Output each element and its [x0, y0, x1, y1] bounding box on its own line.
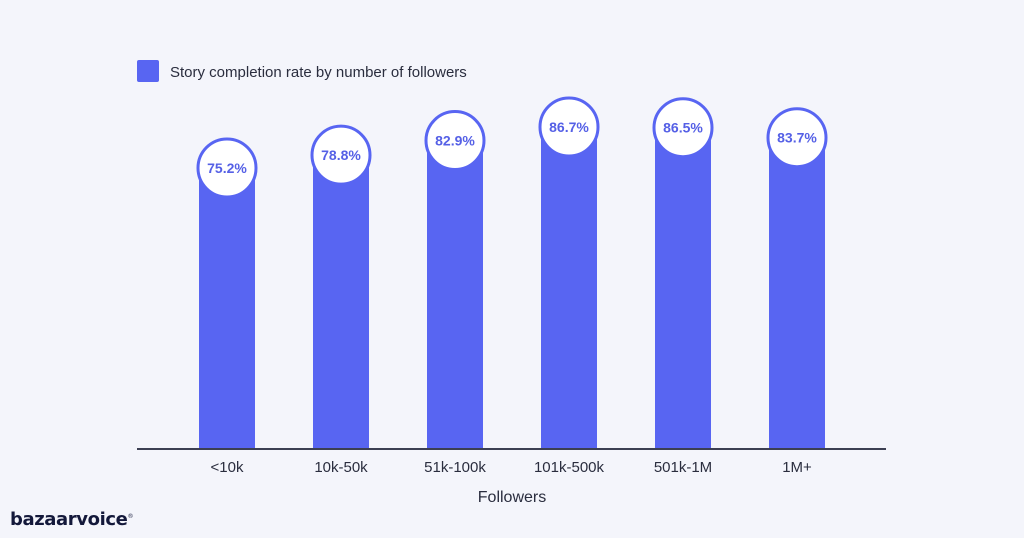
value-label-bubble	[766, 107, 828, 169]
data-label: 86.5%	[663, 120, 703, 136]
bar	[541, 127, 597, 448]
value-label-bubble	[310, 124, 372, 186]
x-tick-label: 501k-1M	[654, 459, 712, 476]
bazaarvoice-logo: bazaarvoice®	[10, 509, 133, 530]
logo-trademark: ®	[127, 513, 134, 520]
x-tick-label: 10k-50k	[314, 459, 368, 476]
legend-swatch	[137, 60, 159, 82]
value-label-bubble	[538, 96, 600, 158]
x-axis-title: Followers	[478, 489, 546, 506]
x-tick-labels: <10k 10k-50k 51k-100k 101k-500k 501k-1M 1M+	[211, 459, 813, 476]
legend-label: Story completion rate by number of follo…	[170, 64, 467, 81]
bar	[313, 155, 369, 448]
data-label: 78.8%	[321, 147, 361, 163]
value-label-bubble	[196, 137, 258, 199]
logo-text: bazaarvoice	[10, 509, 128, 530]
x-tick-label: 1M+	[782, 459, 812, 476]
bar	[769, 137, 825, 448]
x-tick-label: <10k	[211, 459, 244, 476]
bar	[655, 127, 711, 448]
data-label: 75.2%	[207, 160, 247, 176]
value-label-bubble	[652, 97, 714, 159]
x-tick-label: 101k-500k	[534, 459, 605, 476]
data-label: 82.9%	[435, 133, 475, 149]
x-tick-label: 51k-100k	[424, 459, 486, 476]
data-label: 83.7%	[777, 130, 817, 146]
value-label-bubble	[424, 110, 486, 172]
bar	[427, 140, 483, 448]
data-label: 86.7%	[549, 119, 589, 135]
bars-group: 75.2% 78.8% 82.9% 86.7% 86.5% 83.7%	[196, 96, 828, 448]
bar	[199, 168, 255, 448]
chart-legend: Story completion rate by number of follo…	[137, 60, 467, 82]
